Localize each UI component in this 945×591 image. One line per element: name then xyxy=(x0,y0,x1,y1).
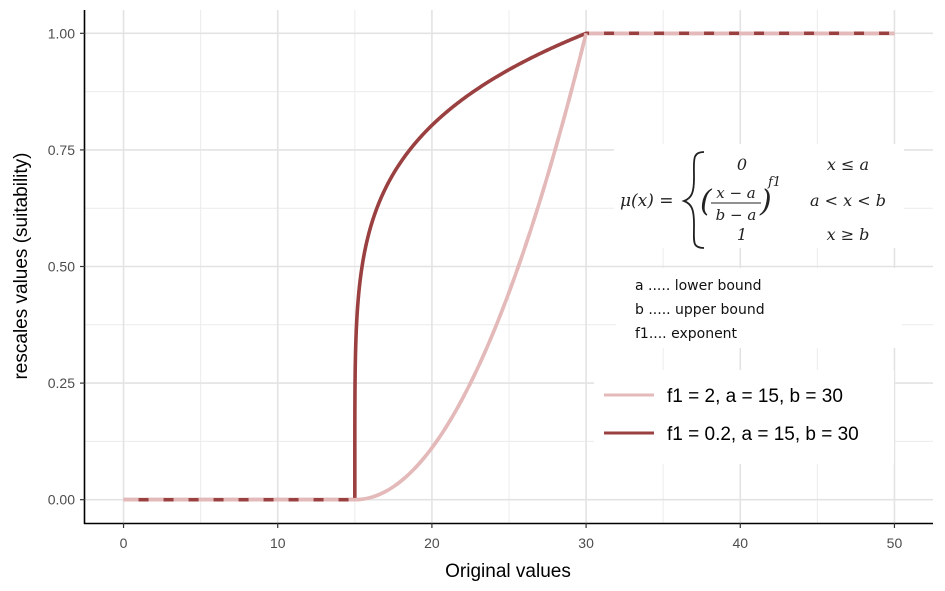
formula-case2-condition: a < x < b xyxy=(810,191,886,210)
x-tick-label: 30 xyxy=(578,535,594,551)
formula-case3-value: 1 xyxy=(737,225,747,244)
x-tick-label: 20 xyxy=(424,535,440,551)
formula-panel: μ(x) = 0 x ≤ a ( x − a b − a ) f1 a < x … xyxy=(614,144,904,249)
x-tick-label: 40 xyxy=(732,535,748,551)
formula-paren-open: ( xyxy=(700,184,713,219)
formula-paren-close: ) xyxy=(759,184,772,219)
formula-case1-value: 0 xyxy=(737,155,747,174)
note-exponent: f1.... exponent xyxy=(635,326,738,342)
series-layer xyxy=(123,31,895,502)
legend-background xyxy=(594,370,894,464)
formula-case1-condition: x ≤ a xyxy=(827,155,869,174)
y-tick-label: 0.00 xyxy=(48,492,75,508)
y-axis-title: rescales values (suitability) xyxy=(11,152,32,379)
notes-panel-background xyxy=(616,268,902,348)
formula-case2-numerator: x − a xyxy=(716,184,756,202)
formula-case3-condition: x ≥ b xyxy=(827,225,870,244)
formula-lhs: μ(x) = xyxy=(620,191,674,211)
series-line-f1-2-rise xyxy=(354,32,588,502)
legend: f1 = 2, a = 15, b = 30 f1 = 0.2, a = 15,… xyxy=(594,370,894,464)
series-line-f1-0-2 xyxy=(123,31,895,502)
notes-panel: a ..... lower bound b ..... upper bound … xyxy=(616,268,902,348)
y-ticks: 0.00 0.25 0.50 0.75 1.00 xyxy=(48,25,85,508)
y-tick-label: 0.50 xyxy=(48,259,75,275)
formula-brace xyxy=(681,151,705,249)
legend-label-f1-2: f1 = 2, a = 15, b = 30 xyxy=(667,386,843,407)
x-tick-label: 50 xyxy=(887,535,903,551)
formula-case2-denominator: b − a xyxy=(716,206,757,224)
note-upper-bound: b ..... upper bound xyxy=(635,302,765,318)
y-tick-label: 0.25 xyxy=(48,375,75,391)
y-tick-label: 0.75 xyxy=(48,142,75,158)
x-ticks: 0 10 20 30 40 50 xyxy=(120,523,903,551)
legend-label-f1-0-2: f1 = 0.2, a = 15, b = 30 xyxy=(667,424,859,445)
formula-panel-background xyxy=(614,144,904,248)
y-tick-label: 1.00 xyxy=(48,25,75,41)
x-tick-label: 10 xyxy=(270,535,286,551)
x-axis-title: Original values xyxy=(445,561,571,582)
formula-case2-exponent: f1 xyxy=(767,175,781,190)
x-tick-label: 0 xyxy=(120,535,128,551)
note-lower-bound: a ..... lower bound xyxy=(635,278,762,294)
